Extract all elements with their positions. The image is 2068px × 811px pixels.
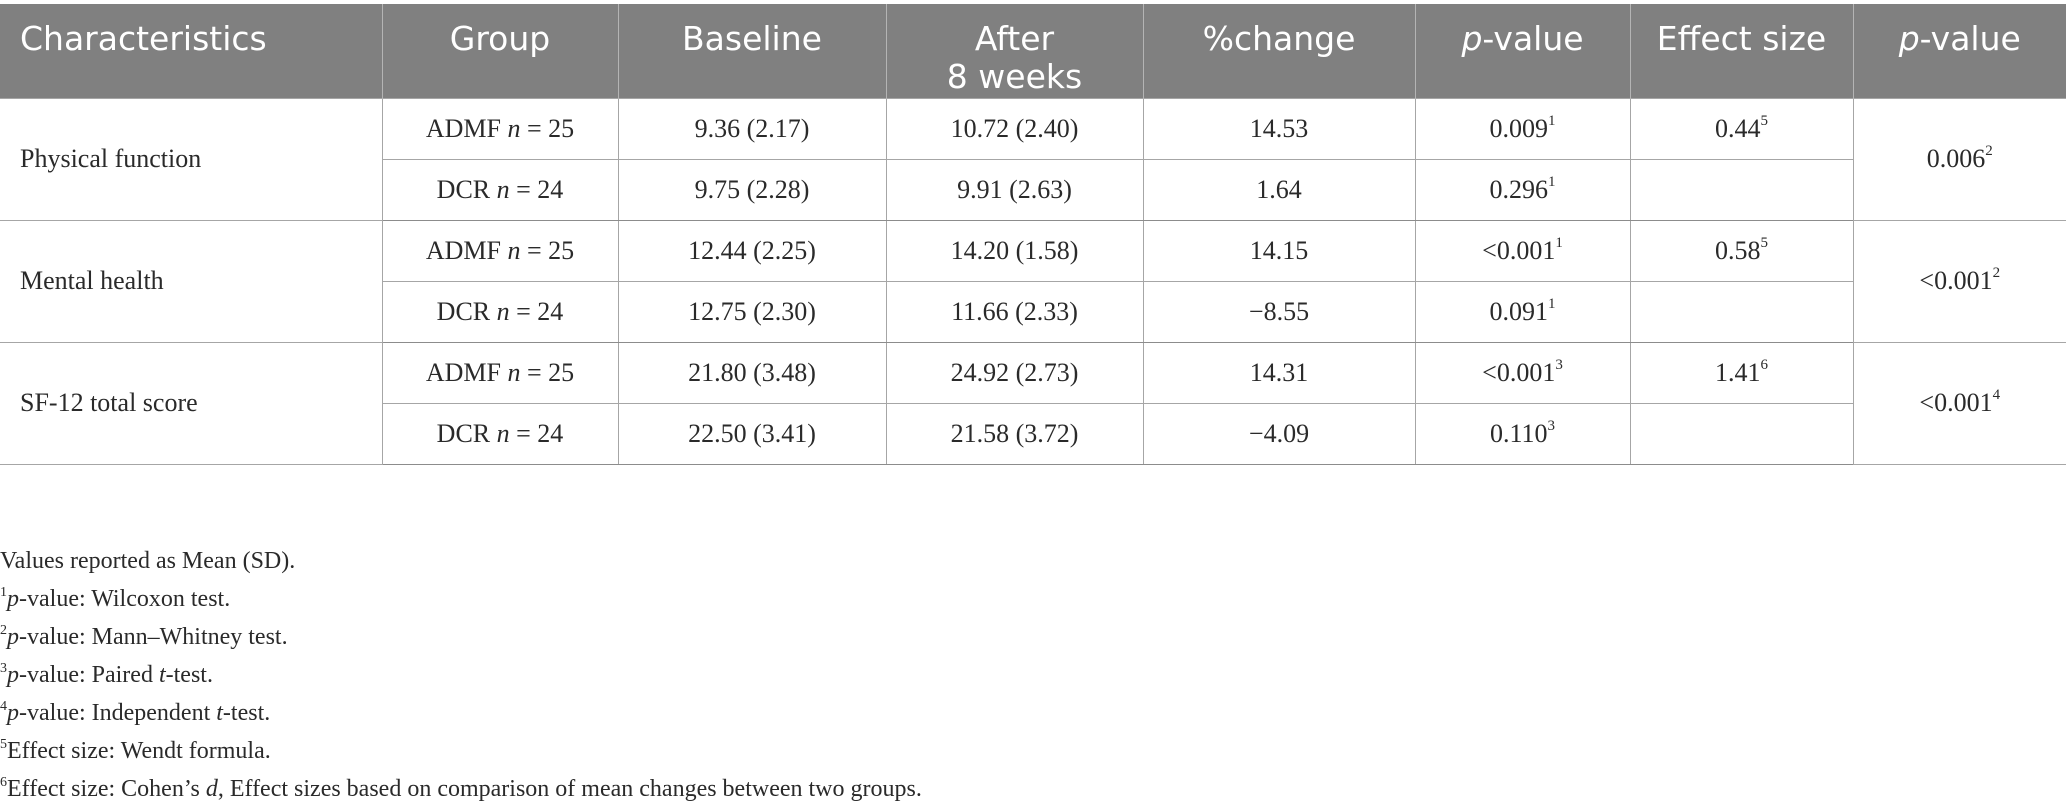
- after-cell: 14.20 (1.58): [885, 219, 1144, 282]
- header-pvalue-between-suffix: -value: [1919, 19, 2021, 58]
- pvalue-cell: 0.0091: [1414, 97, 1631, 160]
- footnote-1: 1p-value: Wilcoxon test.: [0, 585, 231, 613]
- header-pvalue-between-p: p: [1898, 19, 1920, 58]
- between-pvalue-cell: 0.0062: [1852, 97, 2066, 221]
- footnote-2: 2p-value: Mann–Whitney test.: [0, 623, 288, 651]
- baseline-cell: 9.75 (2.28): [617, 158, 887, 221]
- baseline-cell: 12.44 (2.25): [617, 219, 887, 282]
- after-cell: 11.66 (2.33): [885, 280, 1144, 343]
- characteristic-cell: Physical function: [0, 97, 383, 221]
- effect-cell: [1629, 158, 1854, 221]
- footnote-3: 3p-value: Paired t-test.: [0, 661, 213, 689]
- pvalue-cell: 0.1103: [1414, 402, 1631, 465]
- table-row: Physical function ADMF n = 25 9.36 (2.17…: [0, 97, 2066, 221]
- group-cell: ADMF n = 25: [381, 97, 619, 160]
- table-row: DCR n = 24 12.75 (2.30) 11.66 (2.33) −8.…: [0, 280, 2066, 343]
- table-row: DCR n = 24 22.50 (3.41) 21.58 (3.72) −4.…: [0, 402, 2066, 465]
- footnote-4: 4p-value: Independent t-test.: [0, 699, 271, 727]
- change-cell: −4.09: [1142, 402, 1416, 465]
- effect-cell: 0.585: [1629, 219, 1854, 282]
- table-row: Mental health ADMF n = 25 12.44 (2.25) 1…: [0, 219, 2066, 343]
- pvalue-cell: <0.0011: [1414, 219, 1631, 282]
- header-characteristics: Characteristics: [0, 4, 383, 98]
- characteristic-cell: Mental health: [0, 219, 383, 343]
- header-pvalue-suffix: -value: [1482, 19, 1584, 58]
- header-group: Group: [381, 4, 619, 98]
- group-cell: ADMF n = 25: [381, 219, 619, 282]
- pvalue-cell: 0.2961: [1414, 158, 1631, 221]
- baseline-cell: 21.80 (3.48): [617, 341, 887, 404]
- header-effect-size: Effect size: [1629, 4, 1854, 98]
- effect-cell: [1629, 280, 1854, 343]
- table-footnotes: Values reported as Mean (SD). 1p-value: …: [0, 542, 922, 808]
- header-after-line1: After: [974, 19, 1055, 58]
- change-cell: 14.53: [1142, 97, 1416, 160]
- group-cell: DCR n = 24: [381, 402, 619, 465]
- header-pct-change: %change: [1142, 4, 1416, 98]
- effect-cell: 1.416: [1629, 341, 1854, 404]
- table-row: SF-12 total score ADMF n = 25 21.80 (3.4…: [0, 341, 2066, 465]
- group-cell: DCR n = 24: [381, 158, 619, 221]
- footnote-5: 5Effect size: Wendt formula.: [0, 737, 271, 765]
- after-cell: 10.72 (2.40): [885, 97, 1144, 160]
- header-row: Characteristics Group Baseline After 8 w…: [0, 4, 2066, 98]
- change-cell: 14.31: [1142, 341, 1416, 404]
- effect-cell: 0.445: [1629, 97, 1854, 160]
- results-table: Characteristics Group Baseline After 8 w…: [0, 4, 2066, 465]
- header-pvalue: p-value: [1414, 4, 1631, 98]
- footnote-6: 6Effect size: Cohen’s d, Effect sizes ba…: [0, 775, 922, 803]
- values-note: Values reported as Mean (SD).: [0, 548, 296, 574]
- change-cell: 1.64: [1142, 158, 1416, 221]
- group-cell: ADMF n = 25: [381, 341, 619, 404]
- header-baseline: Baseline: [617, 4, 887, 98]
- header-after-line2: 8 weeks: [946, 57, 1083, 96]
- change-cell: 14.15: [1142, 219, 1416, 282]
- pvalue-cell: 0.0911: [1414, 280, 1631, 343]
- header-pvalue-between: p-value: [1852, 4, 2066, 98]
- table-row: DCR n = 24 9.75 (2.28) 9.91 (2.63) 1.64 …: [0, 158, 2066, 221]
- after-cell: 9.91 (2.63): [885, 158, 1144, 221]
- between-pvalue-cell: <0.0014: [1852, 341, 2066, 465]
- characteristic-cell: SF-12 total score: [0, 341, 383, 465]
- between-pvalue-cell: <0.0012: [1852, 219, 2066, 343]
- baseline-cell: 12.75 (2.30): [617, 280, 887, 343]
- group-cell: DCR n = 24: [381, 280, 619, 343]
- header-after: After 8 weeks: [885, 4, 1144, 98]
- baseline-cell: 22.50 (3.41): [617, 402, 887, 465]
- header-pvalue-p: p: [1461, 19, 1483, 58]
- after-cell: 21.58 (3.72): [885, 402, 1144, 465]
- change-cell: −8.55: [1142, 280, 1416, 343]
- effect-cell: [1629, 402, 1854, 465]
- pvalue-cell: <0.0013: [1414, 341, 1631, 404]
- after-cell: 24.92 (2.73): [885, 341, 1144, 404]
- baseline-cell: 9.36 (2.17): [617, 97, 887, 160]
